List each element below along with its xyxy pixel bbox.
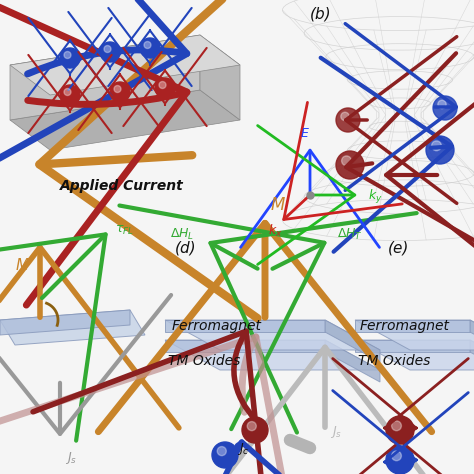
Circle shape	[110, 82, 130, 102]
Circle shape	[140, 38, 160, 58]
Text: $k_x$: $k_x$	[268, 223, 282, 239]
Polygon shape	[165, 320, 325, 332]
Polygon shape	[0, 310, 130, 335]
Text: $M$: $M$	[270, 196, 286, 214]
Circle shape	[60, 85, 80, 105]
Circle shape	[341, 112, 349, 120]
Circle shape	[342, 156, 351, 166]
Polygon shape	[470, 320, 474, 362]
Circle shape	[392, 421, 401, 431]
Polygon shape	[355, 320, 470, 332]
Text: TM Oxides: TM Oxides	[168, 354, 240, 368]
Polygon shape	[355, 340, 474, 370]
Polygon shape	[355, 320, 474, 350]
Circle shape	[242, 417, 268, 443]
Polygon shape	[10, 35, 240, 95]
Text: $M$: $M$	[15, 257, 29, 273]
Circle shape	[155, 78, 175, 98]
Text: Applied Current: Applied Current	[60, 179, 184, 193]
Circle shape	[386, 446, 414, 474]
Circle shape	[159, 82, 166, 89]
Text: $\Delta H_L$: $\Delta H_L$	[170, 227, 194, 242]
Circle shape	[336, 151, 364, 179]
Text: TM Oxides: TM Oxides	[358, 354, 430, 368]
Text: Ferromagnet: Ferromagnet	[172, 319, 262, 333]
Circle shape	[432, 141, 441, 151]
Polygon shape	[200, 35, 240, 120]
Text: $J_c$: $J_c$	[237, 441, 249, 457]
Text: E: E	[301, 127, 309, 140]
Circle shape	[100, 42, 120, 62]
Polygon shape	[165, 320, 380, 350]
Circle shape	[386, 416, 414, 444]
Circle shape	[212, 442, 238, 468]
Text: (e): (e)	[388, 240, 410, 255]
Circle shape	[247, 421, 256, 431]
Circle shape	[64, 89, 71, 95]
Text: Ferromagnet: Ferromagnet	[360, 319, 450, 333]
Circle shape	[426, 136, 454, 164]
Polygon shape	[470, 340, 474, 382]
Circle shape	[114, 85, 121, 92]
Polygon shape	[10, 90, 240, 150]
Circle shape	[392, 451, 401, 461]
Circle shape	[438, 100, 446, 109]
Polygon shape	[165, 340, 325, 352]
Text: $\Delta H_T$: $\Delta H_T$	[337, 227, 363, 242]
Text: $\tau_{FL}$: $\tau_{FL}$	[115, 223, 134, 237]
Polygon shape	[10, 35, 200, 120]
Polygon shape	[165, 340, 380, 370]
Text: $k_y$: $k_y$	[368, 188, 383, 206]
Polygon shape	[325, 340, 380, 382]
Polygon shape	[325, 320, 380, 362]
Circle shape	[433, 96, 457, 120]
Circle shape	[144, 42, 151, 48]
Text: $J_s$: $J_s$	[65, 450, 77, 466]
Polygon shape	[355, 340, 470, 352]
Text: $J_s$: $J_s$	[330, 424, 342, 440]
Circle shape	[64, 52, 71, 58]
Circle shape	[336, 108, 360, 132]
Circle shape	[60, 48, 80, 68]
Polygon shape	[0, 310, 145, 345]
Text: (b): (b)	[310, 6, 332, 21]
Text: (d): (d)	[175, 240, 197, 255]
Circle shape	[104, 46, 111, 53]
Circle shape	[217, 447, 226, 456]
